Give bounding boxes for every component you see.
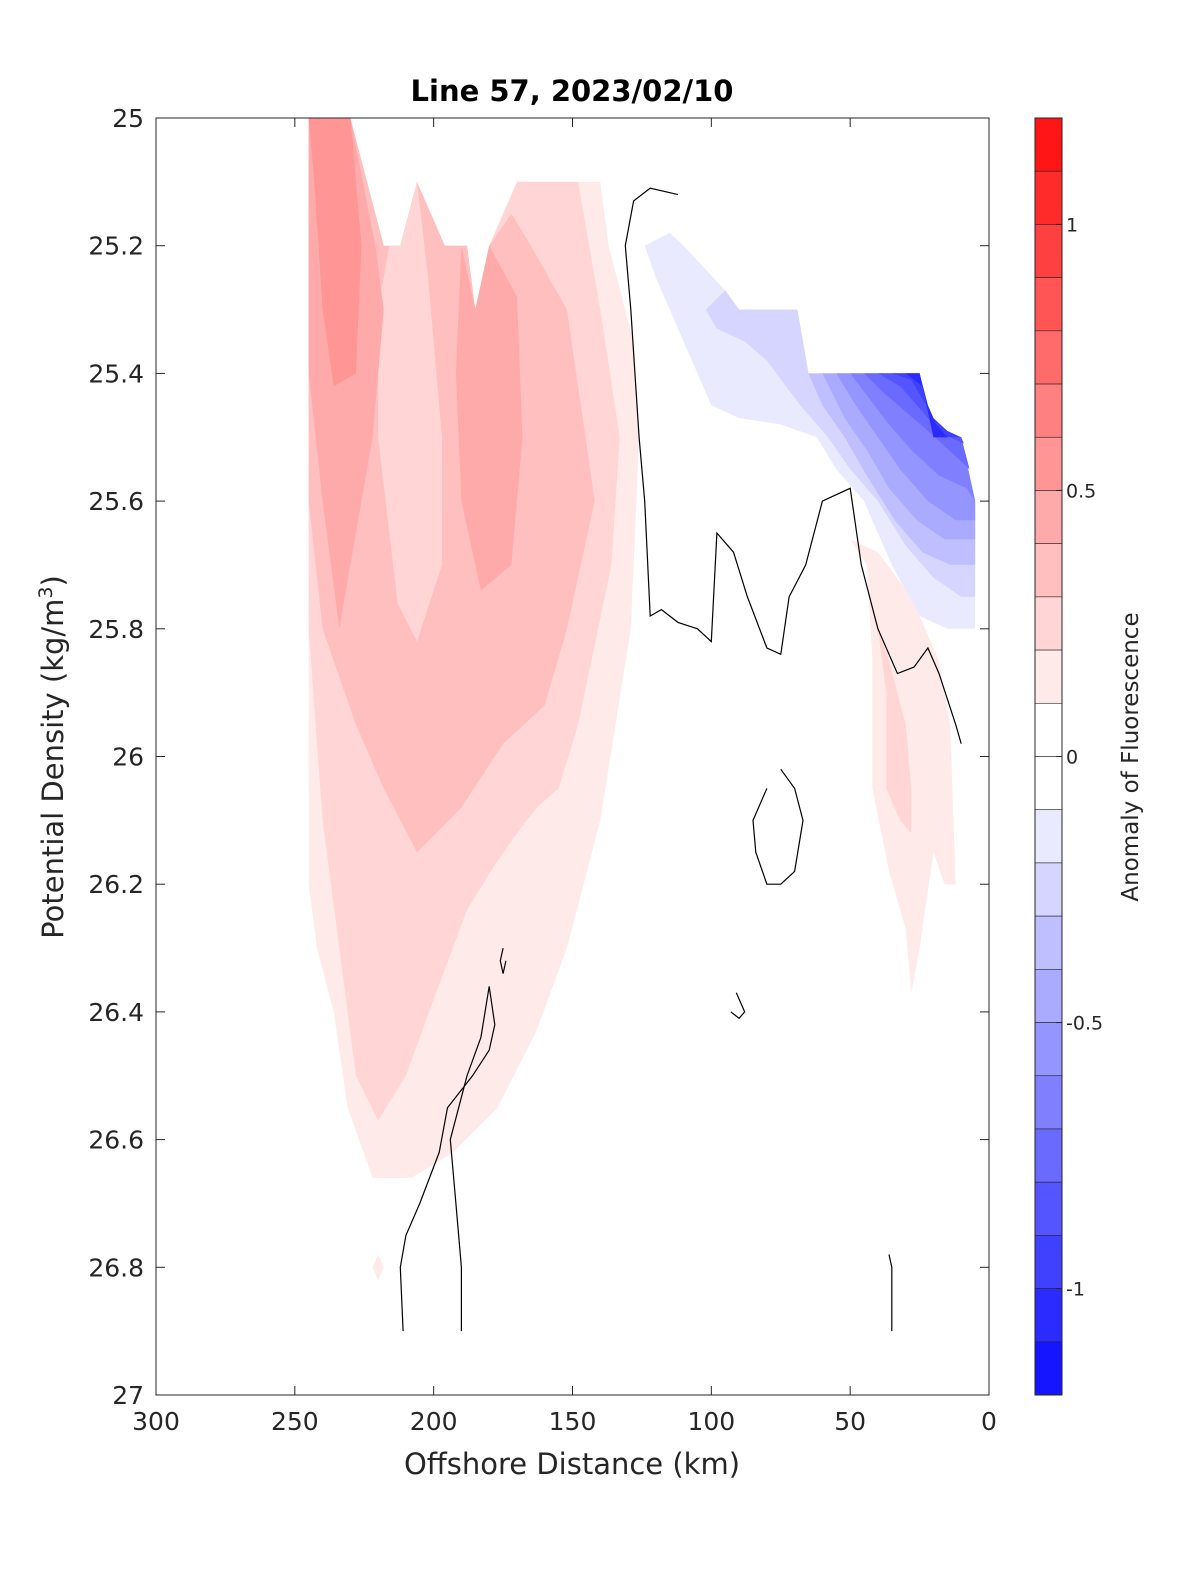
- y-axis-title-main: Potential Density (kg/m: [36, 599, 70, 939]
- colorbar-bin-1: [1034, 170, 1063, 225]
- colorbar-tick-label-3: -0.5: [1066, 1013, 1103, 1035]
- x-tick-label-0: 300: [132, 1407, 180, 1436]
- colorbar-bin-11: [1034, 702, 1063, 757]
- y-tick-label-10: 27: [112, 1381, 144, 1410]
- zero-contour-line-5: [449, 986, 490, 1332]
- colorbar-ticks: 1 0.5 0 -0.5 -1: [1056, 214, 1103, 1301]
- zero-contour-line-1: [752, 768, 804, 885]
- colorbar-bin-3: [1034, 277, 1063, 332]
- colorbar-tick-label-0: 1: [1066, 214, 1078, 236]
- y-tick-label-0: 25: [112, 104, 144, 133]
- colorbar-tick-label-2: 0: [1066, 747, 1078, 769]
- colorbar-title: Anomaly of Fluorescence: [1118, 612, 1144, 901]
- contour-region-8: [877, 628, 912, 834]
- contour-region-16: [877, 373, 964, 444]
- y-tick-label-8: 26.6: [88, 1126, 144, 1155]
- y-axis-title-close: ): [36, 575, 70, 586]
- colorbar-bin-8: [1034, 543, 1063, 598]
- colorbar-bin-4: [1034, 330, 1063, 385]
- zero-contour-line-2: [499, 947, 507, 974]
- x-tick-label-4: 100: [687, 1407, 735, 1436]
- colorbar-bin-21: [1034, 1235, 1063, 1289]
- zero-contour-lines: [399, 187, 962, 1332]
- colorbar-bin-17: [1034, 1022, 1063, 1077]
- contour-region-19: [372, 1254, 384, 1281]
- y-tick-label-7: 26.4: [88, 998, 144, 1027]
- zero-contour-line-6: [888, 1254, 893, 1332]
- colorbar-tick-label-4: -1: [1066, 1279, 1085, 1301]
- x-tick-label-3: 150: [549, 1407, 597, 1436]
- y-axis-title-superscript: 3: [35, 586, 57, 598]
- contour-region-3: [378, 181, 442, 642]
- colorbar-bin-14: [1034, 862, 1063, 917]
- colorbar-bin-5: [1034, 383, 1063, 438]
- colorbar-bin-19: [1034, 1128, 1063, 1183]
- colorbar-bin-22: [1034, 1288, 1063, 1343]
- plot-area: 300 250 200 150 100 50 0 2525.225.425.625.8262…: [88, 104, 997, 1436]
- y-axis-title: Potential Density (kg/m3): [35, 575, 70, 939]
- colorbar-bin-6: [1034, 436, 1063, 491]
- x-tick-label-1: 250: [271, 1407, 319, 1436]
- zero-contour-line-0: [624, 187, 962, 744]
- colorbar-bin-16: [1034, 969, 1063, 1023]
- colorbar-bins: [1034, 117, 1063, 1396]
- x-axis-ticks: 300 250 200 150 100 50 0: [132, 118, 997, 1436]
- x-tick-label-5: 50: [834, 1407, 866, 1436]
- colorbar-bin-0: [1034, 117, 1063, 172]
- colorbar-bin-18: [1034, 1075, 1063, 1130]
- y-tick-label-9: 26.8: [88, 1253, 144, 1282]
- y-tick-label-6: 26.2: [88, 870, 144, 899]
- contour-region-14: [850, 373, 976, 502]
- y-tick-label-3: 25.6: [88, 487, 144, 516]
- colorbar-bin-2: [1034, 224, 1063, 278]
- colorbar-bin-7: [1034, 490, 1063, 544]
- y-axis-ticks: 25 25.2 25.4 25.6 25.8 26 26.2 26.4 26.6 26.8 27: [88, 104, 989, 1410]
- y-tick-label-1: 25.2: [88, 232, 144, 261]
- colorbar-tick-label-1: 0.5: [1066, 480, 1096, 502]
- colorbar-bin-23: [1034, 1341, 1063, 1396]
- contour-region-17: [891, 373, 962, 438]
- y-tick-label-5: 26: [112, 743, 144, 772]
- contour-region-13: [836, 373, 976, 521]
- x-tick-label-2: 200: [410, 1407, 458, 1436]
- chart-title: Line 57, 2023/02/10: [411, 74, 734, 108]
- colorbar-bin-15: [1034, 915, 1063, 970]
- y-tick-label-2: 25.4: [88, 359, 144, 388]
- zero-contour-line-3: [730, 992, 746, 1020]
- contour-fills: [308, 118, 976, 1281]
- colorbar-bin-10: [1034, 649, 1063, 704]
- contour-region-6: [308, 118, 362, 387]
- x-tick-label-6: 0: [981, 1407, 997, 1436]
- y-tick-label-4: 25.8: [88, 615, 144, 644]
- zero-contour-line-4: [399, 986, 496, 1332]
- x-axis-title: Offshore Distance (km): [404, 1447, 740, 1481]
- contour-region-15: [864, 373, 970, 470]
- colorbar: 1 0.5 0 -0.5 -1 Anomaly of Fluorescence: [1034, 117, 1144, 1396]
- colorbar-bin-20: [1034, 1181, 1063, 1236]
- colorbar-bin-12: [1034, 756, 1063, 811]
- contour-region-5: [455, 245, 523, 591]
- colorbar-bin-13: [1034, 809, 1063, 864]
- colorbar-bin-9: [1034, 596, 1063, 651]
